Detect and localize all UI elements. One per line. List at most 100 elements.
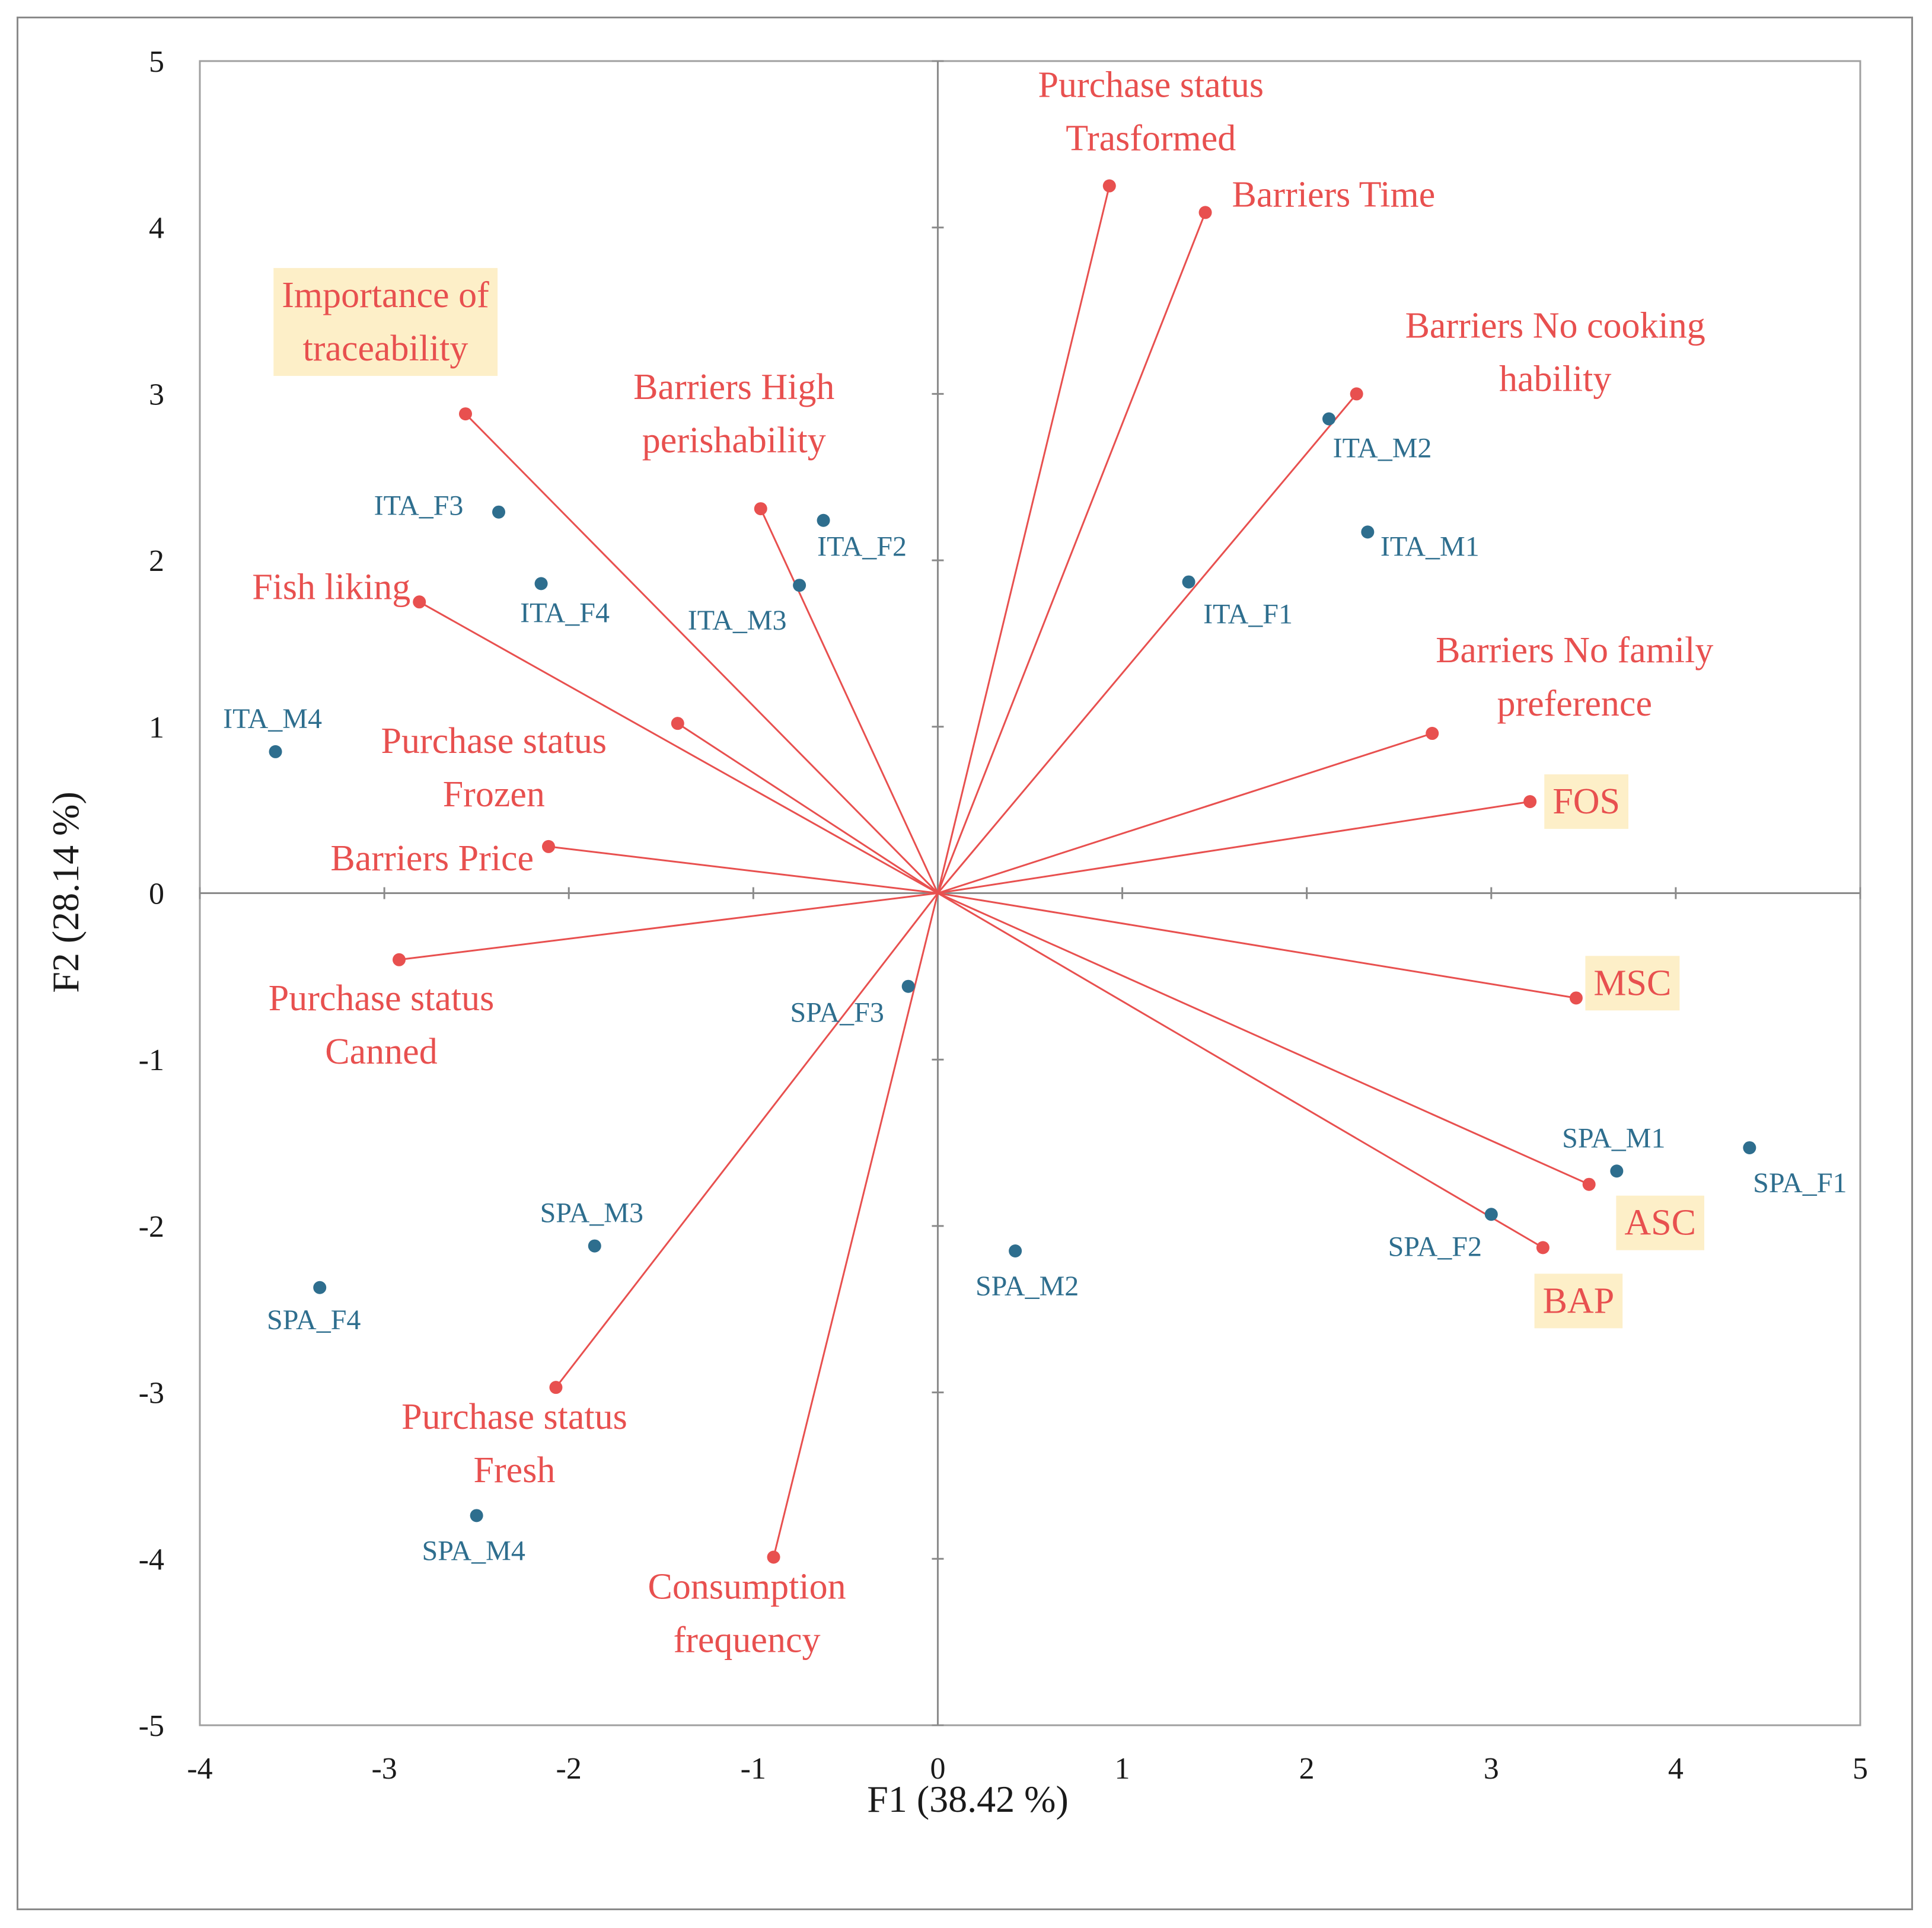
highlight-box	[1585, 956, 1680, 1011]
variable-label-line: BAP	[1543, 1281, 1615, 1321]
variable-vector	[938, 800, 1531, 894]
observation-point	[1182, 575, 1195, 589]
variable-point	[542, 839, 555, 853]
observation-point	[534, 577, 548, 590]
observation-point	[793, 579, 806, 592]
variable-vector	[938, 892, 1577, 999]
variable-label: BAP	[1543, 1281, 1615, 1321]
variable-label-line: Barriers High	[633, 367, 834, 407]
variable-label: Barriers Price	[330, 838, 534, 879]
y-tick-label: -5	[139, 1709, 164, 1743]
variable-vector	[464, 413, 939, 894]
variable-point	[1426, 727, 1439, 740]
y-tick-label: 2	[149, 544, 164, 578]
y-tick-label: 0	[149, 877, 164, 911]
y-tick-label: 3	[149, 378, 164, 411]
observation-point	[1610, 1164, 1624, 1178]
variable-label: Fish liking	[252, 567, 410, 607]
variable-label: Barriers Time	[1232, 174, 1436, 215]
variable-vector	[555, 892, 939, 1388]
variable-label-line: Purchase status	[401, 1397, 627, 1437]
variable-vector	[937, 892, 1590, 1186]
variable-vector	[677, 722, 939, 894]
observation-label: SPA_M3	[540, 1198, 643, 1229]
variable-point	[1582, 1177, 1596, 1191]
observation-label: SPA_M2	[975, 1271, 1079, 1302]
variable-label: Barriers No family preference	[1436, 630, 1713, 724]
variable-vector	[937, 892, 1544, 1249]
variable-label-line: Purchase status	[1038, 65, 1264, 106]
variable-point	[754, 502, 767, 516]
observation-label: ITA_F4	[520, 597, 610, 628]
variable-label-line: Fresh	[474, 1450, 556, 1490]
observation-label: ITA_M1	[1381, 531, 1480, 562]
variable-label-line: Purchase status	[269, 978, 495, 1019]
x-tick-label: -4	[187, 1752, 212, 1786]
variable-label: MSC	[1593, 963, 1671, 1003]
variable-point	[1198, 206, 1212, 219]
variable-label-line: Importance of	[282, 275, 489, 315]
y-tick-label: -2	[139, 1210, 164, 1244]
variable-label-line: perishability	[642, 420, 826, 461]
variable-label-line: hability	[1499, 359, 1611, 399]
y-tick-label: 1	[149, 711, 164, 745]
observation-label: SPA_F4	[267, 1304, 361, 1336]
variable-point	[393, 953, 406, 966]
variable-point	[1569, 991, 1583, 1005]
variable-label: Purchase status Trasformed	[1038, 65, 1264, 159]
x-tick-label: 3	[1484, 1752, 1499, 1786]
observation-point	[470, 1509, 483, 1522]
x-tick-label: -2	[556, 1752, 582, 1786]
observation-label: SPA_F3	[790, 997, 884, 1029]
variable-vector	[419, 601, 939, 894]
y-tick-label: 4	[149, 212, 164, 245]
y-tick-label: 5	[149, 45, 164, 79]
highlight-box	[1616, 1195, 1704, 1250]
variable-label-line: Consumption	[648, 1566, 846, 1607]
observation-point	[313, 1281, 327, 1294]
variable-label-line: Barriers Time	[1232, 174, 1436, 215]
variable-label-line: ASC	[1624, 1203, 1696, 1243]
observation-point	[1743, 1141, 1756, 1154]
variable-point	[1536, 1241, 1550, 1255]
observation-point	[1009, 1244, 1022, 1258]
variable-label: Barriers High perishability	[633, 367, 834, 461]
variable-label: Purchase status Canned	[269, 978, 495, 1072]
variable-label-line: Trasformed	[1066, 119, 1236, 159]
x-tick-label: 4	[1668, 1752, 1684, 1786]
x-tick-label: 5	[1853, 1752, 1868, 1786]
x-tick-label: -3	[371, 1752, 397, 1786]
variable-label-line: FOS	[1552, 781, 1620, 822]
variable-vector	[760, 508, 939, 894]
y-tick-label: -4	[139, 1543, 164, 1576]
variable-label: FOS	[1552, 781, 1620, 822]
variable-label-line: Canned	[325, 1032, 437, 1072]
variable-label: Importance of traceability	[282, 275, 489, 369]
observation-label: SPA_M1	[1562, 1122, 1665, 1154]
variable-label-line: traceability	[303, 328, 468, 369]
variable-label-line: MSC	[1593, 963, 1671, 1003]
x-tick-label: 2	[1299, 1752, 1315, 1786]
observation-point	[588, 1239, 601, 1253]
x-tick-label: 1	[1115, 1752, 1130, 1786]
observation-point	[1484, 1208, 1498, 1221]
variable-vector	[936, 186, 1111, 893]
variable-point	[1523, 795, 1537, 809]
variable-label-line: Barriers No family	[1436, 630, 1713, 671]
observation-label: ITA_F1	[1203, 599, 1293, 630]
observation-label: SPA_F2	[1388, 1231, 1482, 1262]
variable-label-line: frequency	[674, 1620, 821, 1660]
observation-label: ITA_M4	[223, 703, 322, 735]
observation-label: ITA_F2	[817, 531, 907, 563]
variable-label-line: Barriers No cooking	[1405, 305, 1705, 346]
variable-point	[767, 1550, 780, 1564]
observation-point	[901, 979, 915, 993]
x-axis-title: F1 (38.42 %)	[867, 1778, 1069, 1820]
highlight-box	[273, 268, 498, 376]
variable-vector	[773, 893, 939, 1557]
observation-point	[269, 745, 282, 758]
observation-label: SPA_F1	[1753, 1167, 1847, 1199]
variable-point	[1102, 179, 1116, 193]
observation-point	[492, 505, 505, 519]
